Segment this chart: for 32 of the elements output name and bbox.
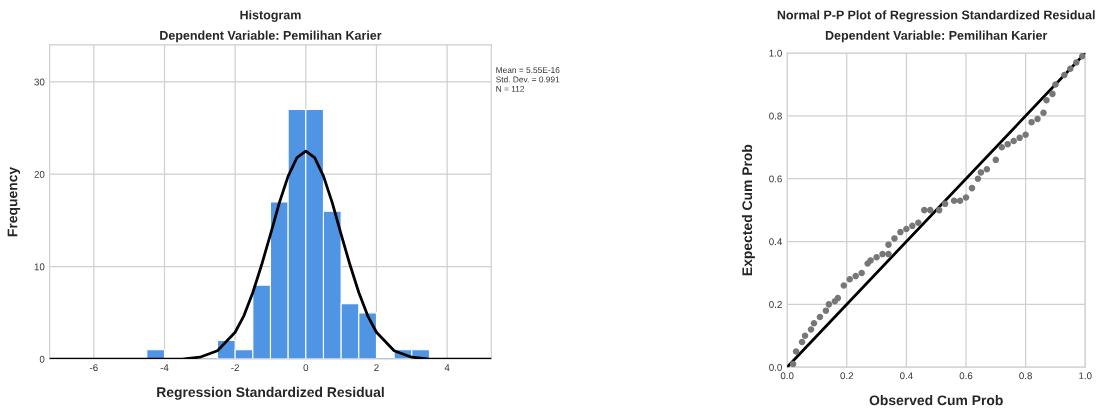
text: N = 112 (496, 85, 525, 92)
y-tick-label: 0 (39, 355, 45, 363)
y-tick-label: 0.6 (769, 175, 782, 183)
x-tick-label: 2 (374, 364, 379, 371)
y-tick-label: 0.8 (769, 112, 782, 120)
text: Mean = 5.55E-16 (496, 67, 560, 73)
x-tick-label: -4 (160, 364, 169, 371)
chart-subtitle: Dependent Variable: Pemilihan Karier (160, 30, 382, 43)
x-tick-label: 0.2 (840, 372, 854, 380)
x-tick-label: -6 (89, 364, 98, 372)
y-tick-label: 1.0 (769, 49, 782, 57)
x-tick-label: 4 (444, 364, 450, 371)
chart-title: Histogram (240, 10, 301, 22)
x-tick-label: 0.6 (959, 372, 973, 380)
x-axis-title: Observed Cum Prob (869, 395, 1003, 406)
y-tick-label: 0.2 (769, 301, 782, 308)
x-tick-label: 0.8 (1019, 372, 1032, 380)
x-tick-label: 1.0 (1079, 372, 1092, 380)
chart-subtitle: Dependent Variable: Pemilihan Karier (825, 30, 1048, 43)
x-tick-label: -2 (231, 364, 239, 371)
y-tick-label: 20 (34, 170, 45, 178)
y-tick-label: 30 (34, 78, 45, 86)
x-axis-title: Regression Standardized Residual (157, 386, 384, 400)
x-tick-label: 0.4 (900, 372, 913, 380)
text: Std. Dev. = 0.991 (496, 76, 560, 83)
x-tick-label: 0 (303, 364, 309, 372)
y-tick-label: 0.4 (769, 238, 783, 246)
y-axis-title: Expected Cum Prob (741, 144, 755, 276)
x-tick-label: 0.0 (780, 372, 794, 380)
chart-title: Normal P-P Plot of Regression Standardized Residual (777, 10, 1095, 22)
y-axis-title: Frequency (7, 166, 21, 237)
y-tick-label: 10 (34, 263, 45, 271)
